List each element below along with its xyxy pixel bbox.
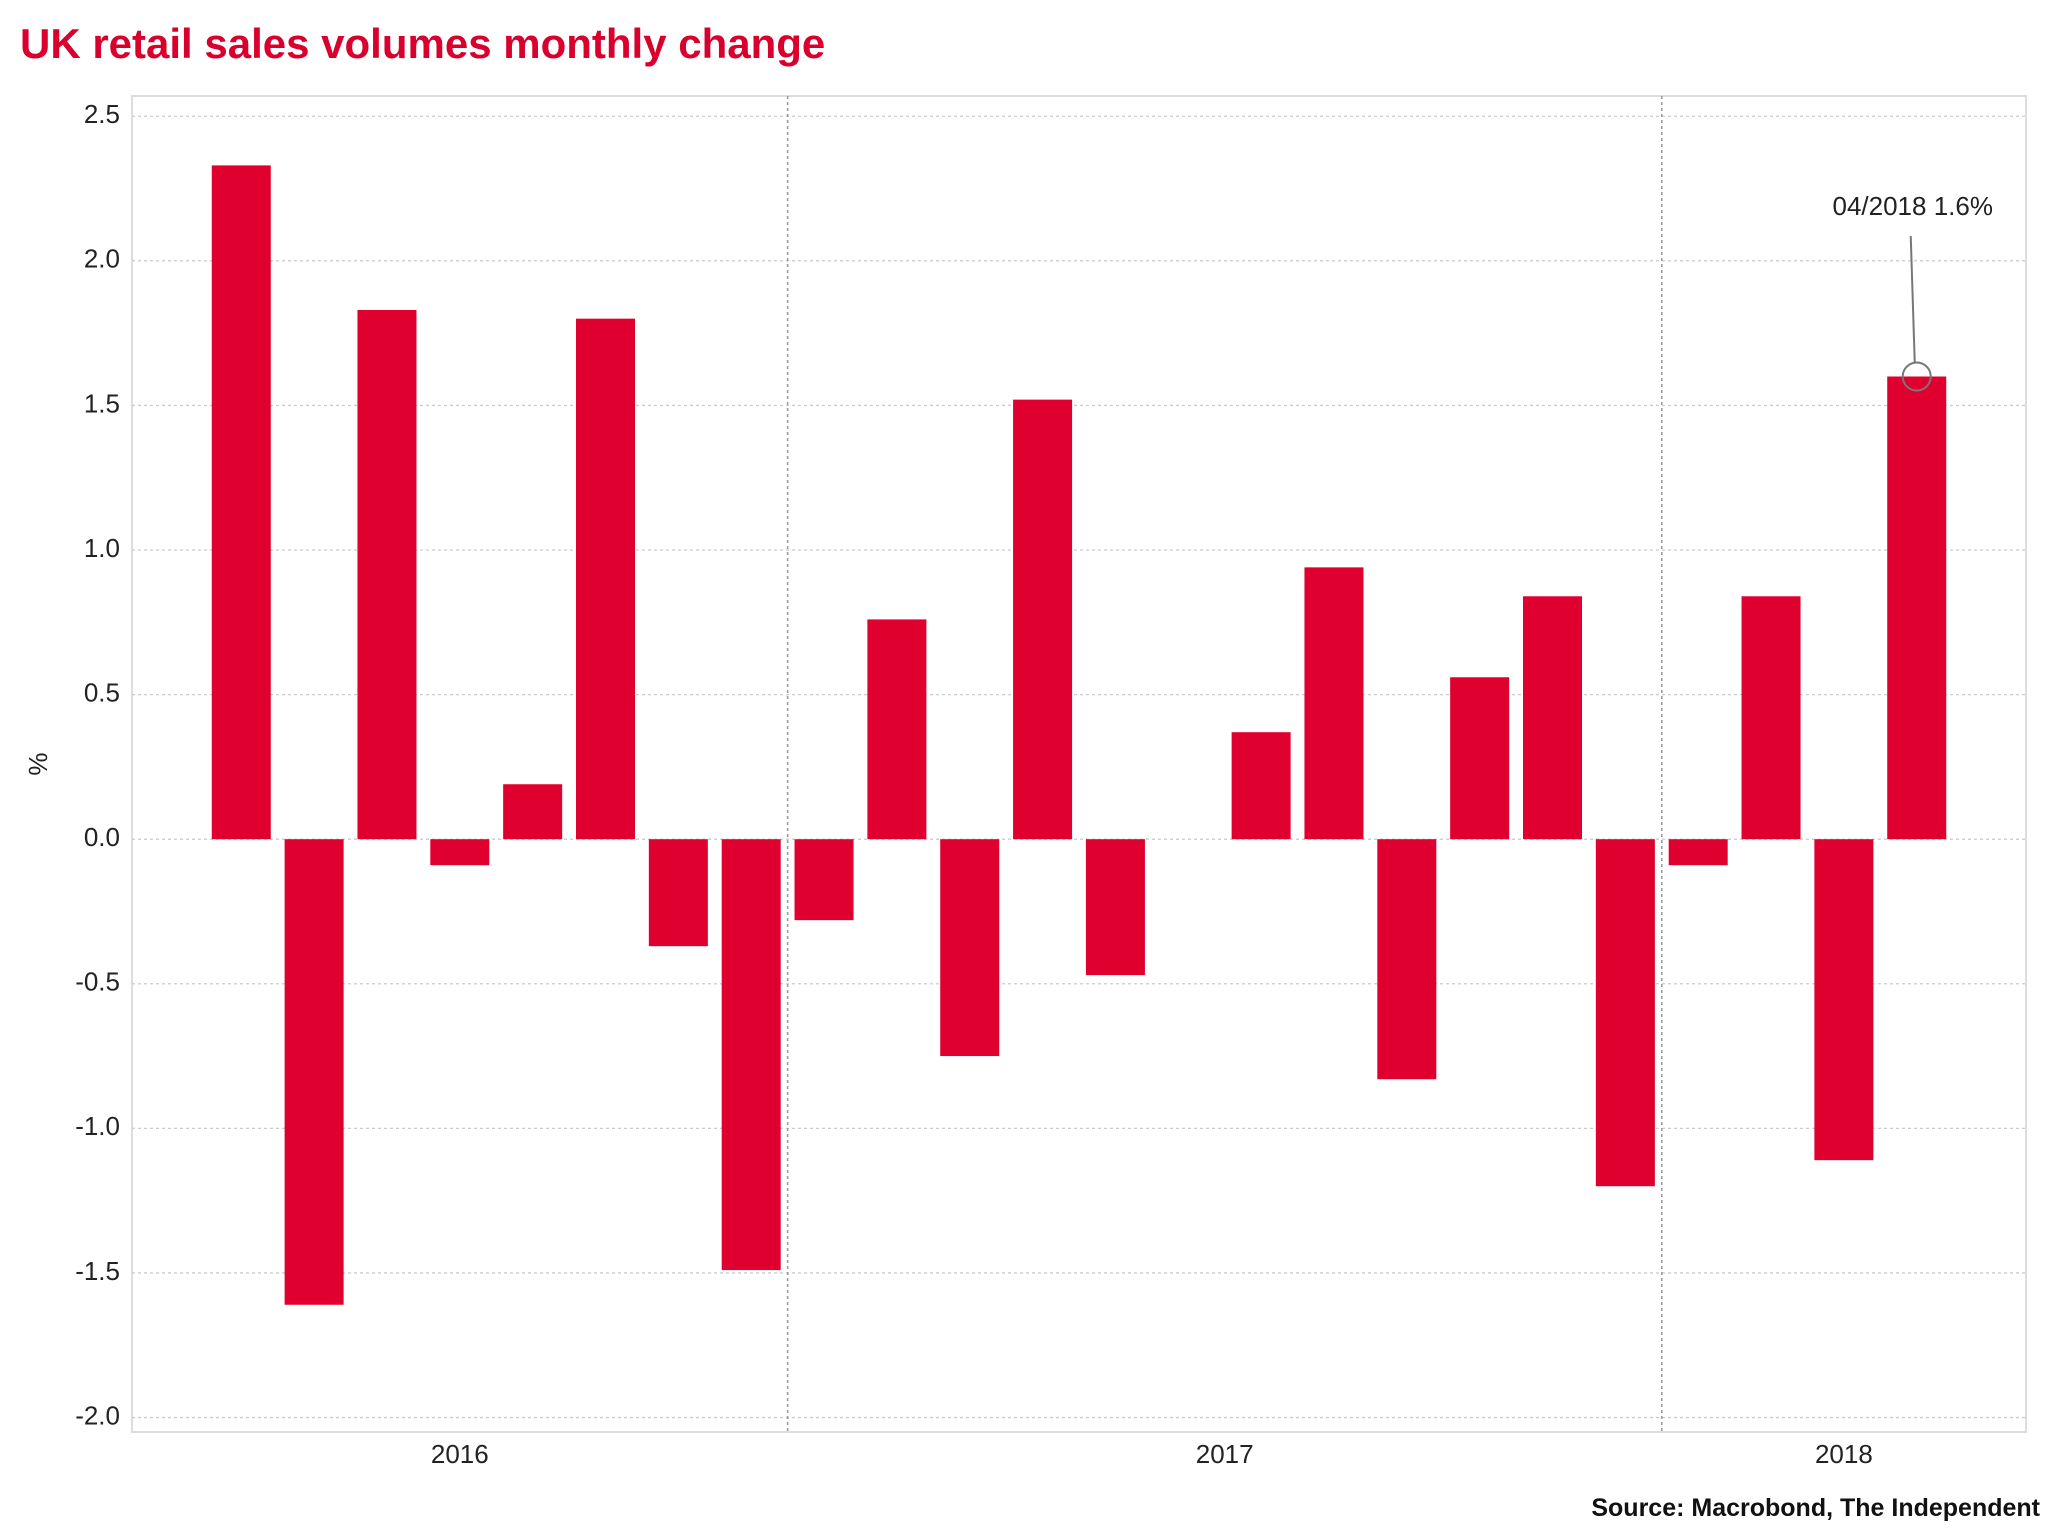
x-tick-label: 2018 (1815, 1439, 1873, 1469)
annotation: 04/2018 1.6% (1832, 191, 1992, 221)
x-tick-label: 2016 (431, 1439, 489, 1469)
y-tick-label: 2.0 (84, 244, 120, 274)
bar (211, 165, 271, 840)
bar (430, 839, 490, 866)
annotation-leader (1909, 235, 1916, 363)
bar (648, 839, 708, 947)
bar (503, 784, 563, 840)
bar (575, 318, 636, 840)
chart-title: UK retail sales volumes monthly change (20, 20, 825, 67)
bar (1377, 839, 1437, 1080)
bar (1085, 839, 1145, 976)
bar (1013, 399, 1073, 840)
plot-area (131, 95, 2027, 1433)
bar (1814, 839, 1874, 1161)
bar (721, 839, 781, 1271)
y-axis-label: % (23, 752, 53, 775)
bar (1450, 677, 1510, 840)
source: Source: Macrobond, The Independent (1591, 1494, 2040, 1522)
y-tick-label: -2.0 (75, 1400, 120, 1430)
bar (284, 839, 344, 1305)
y-tick-label: 0.5 (84, 677, 120, 707)
bar (794, 839, 854, 921)
bar (1231, 732, 1291, 840)
y-tick-label: -0.5 (75, 967, 120, 997)
y-tick-label: -1.0 (75, 1111, 120, 1141)
y-tick-label: 1.5 (84, 388, 120, 418)
bar (1595, 839, 1655, 1187)
bar (867, 619, 927, 840)
y-tick-label: 0.0 (84, 822, 120, 852)
bar (1741, 596, 1801, 840)
y-tick-label: 1.0 (84, 533, 120, 563)
bar (1522, 596, 1583, 840)
bar (940, 839, 1000, 1057)
annotation-marker (1901, 361, 1932, 392)
bar (1668, 839, 1728, 866)
bar (1887, 376, 1947, 840)
bar (1304, 567, 1364, 840)
y-tick-label: 2.5 (84, 99, 120, 129)
y-tick-label: -1.5 (75, 1256, 120, 1286)
x-tick-label: 2017 (1196, 1439, 1254, 1469)
bar (357, 309, 417, 840)
